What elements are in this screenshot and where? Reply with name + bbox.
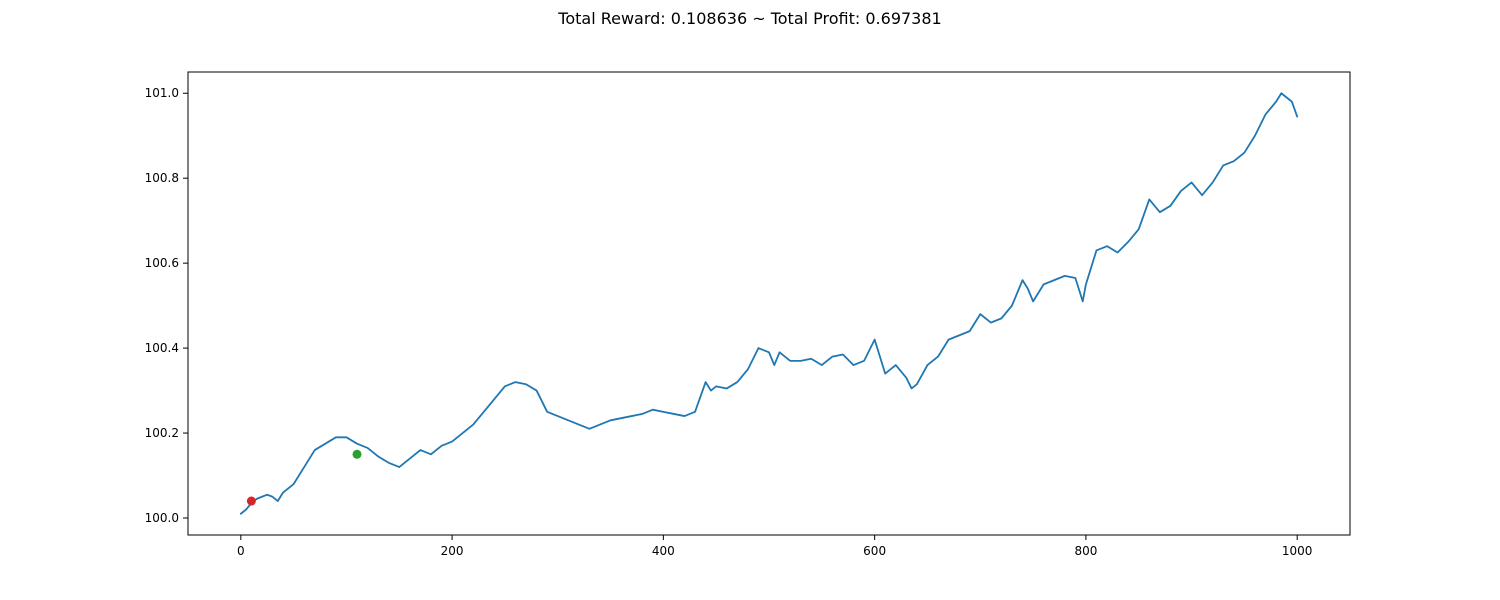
series-layer — [239, 92, 1299, 515]
series-line-0 — [239, 92, 1299, 515]
y-tick-label: 101.0 — [145, 86, 179, 100]
x-tick-label: 1000 — [1282, 544, 1313, 558]
x-axis: 0 200 400 600 800 1000 — [237, 535, 1312, 558]
chart-title: Total Reward: 0.108636 ~ Total Profit: 0… — [558, 9, 942, 28]
x-tick-label: 600 — [863, 544, 886, 558]
trade-marker-0 — [246, 496, 256, 506]
trade-marker-1 — [352, 449, 362, 459]
y-tick-label: 100.0 — [145, 511, 179, 525]
plot-frame — [187, 71, 1351, 536]
y-tick-label: 100.2 — [145, 426, 179, 440]
plot-area — [188, 72, 1350, 535]
x-tick-label: 200 — [441, 544, 464, 558]
y-tick-label: 100.6 — [145, 256, 179, 270]
x-tick-label: 800 — [1074, 544, 1097, 558]
x-tick-label: 0 — [237, 544, 245, 558]
marker-layer — [246, 449, 362, 506]
x-tick-label: 400 — [652, 544, 675, 558]
y-tick-label: 100.4 — [145, 341, 179, 355]
y-tick-label: 100.8 — [145, 171, 179, 185]
y-axis: 100.0 100.2 100.4 100.6 100.8 101.0 — [145, 86, 188, 525]
